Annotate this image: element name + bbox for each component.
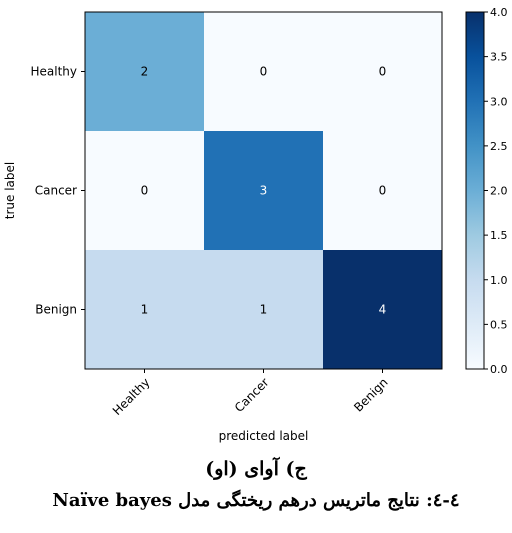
y-tick-label: Benign [35, 303, 77, 317]
y-axis-ticks: Healthy Cancer Benign [30, 65, 85, 317]
heatmap-cell [204, 250, 324, 370]
heatmap-cell [85, 131, 205, 251]
y-tick-label: Healthy [30, 65, 77, 79]
cell-value-label: 0 [260, 65, 268, 79]
cell-value-label: 0 [141, 184, 149, 198]
colorbar-tick-label: 0.0 [490, 363, 508, 376]
heatmap-cell [204, 12, 324, 132]
cell-value-label: 1 [141, 303, 149, 317]
colorbar-tick-label: 3.5 [490, 51, 508, 64]
heatmap-cell-labels: 2 0 0 0 3 0 1 1 4 [141, 65, 387, 317]
confusion-matrix-chart: 2 0 0 0 3 0 1 1 4 Healthy Cancer Benign Healthy Can… [3, 6, 508, 443]
colorbar-tick-label: 2.5 [490, 140, 508, 153]
heatmap-cell [323, 250, 443, 370]
cell-value-label: 0 [379, 65, 387, 79]
x-axis-label: predicted label [219, 429, 309, 443]
heatmap-cell [323, 12, 443, 132]
colorbar-tick-label: 0.5 [490, 318, 508, 331]
heatmap-cell [323, 131, 443, 251]
colorbar-tick-label: 3.0 [490, 95, 508, 108]
x-tick-label: Healthy [110, 375, 153, 418]
y-tick-label: Cancer [35, 184, 77, 198]
x-axis-ticks: Healthy Cancer Benign [110, 369, 391, 418]
colorbar-tick-label: 4.0 [490, 6, 508, 19]
colorbar-tick-label: 1.5 [490, 229, 508, 242]
colorbar [465, 11, 485, 370]
x-tick-label: Cancer [232, 375, 272, 415]
cell-value-label: 2 [141, 65, 149, 79]
heatmap-cell [85, 250, 205, 370]
x-tick-label: Benign [351, 375, 390, 414]
cell-value-label: 3 [260, 184, 268, 198]
colorbar-ticks: 0.0 0.5 1.0 1.5 2.0 2.5 3.0 3.5 4.0 [484, 6, 508, 376]
figure-subcaption: ج) آوای (او) [205, 458, 307, 480]
colorbar-tick-label: 2.0 [490, 185, 508, 198]
cell-value-label: 1 [260, 303, 268, 317]
heatmap-cell [85, 12, 205, 132]
cell-value-label: 0 [379, 184, 387, 198]
heatmap-cells [85, 12, 443, 370]
heatmap-cell [204, 131, 324, 251]
figure-caption: ٤-٤: نتایج ماتریس درهم ریختگی مدل Naïve … [52, 490, 460, 511]
y-axis-label: true label [3, 162, 17, 219]
colorbar-tick-label: 1.0 [490, 274, 508, 287]
cell-value-label: 4 [379, 303, 387, 317]
